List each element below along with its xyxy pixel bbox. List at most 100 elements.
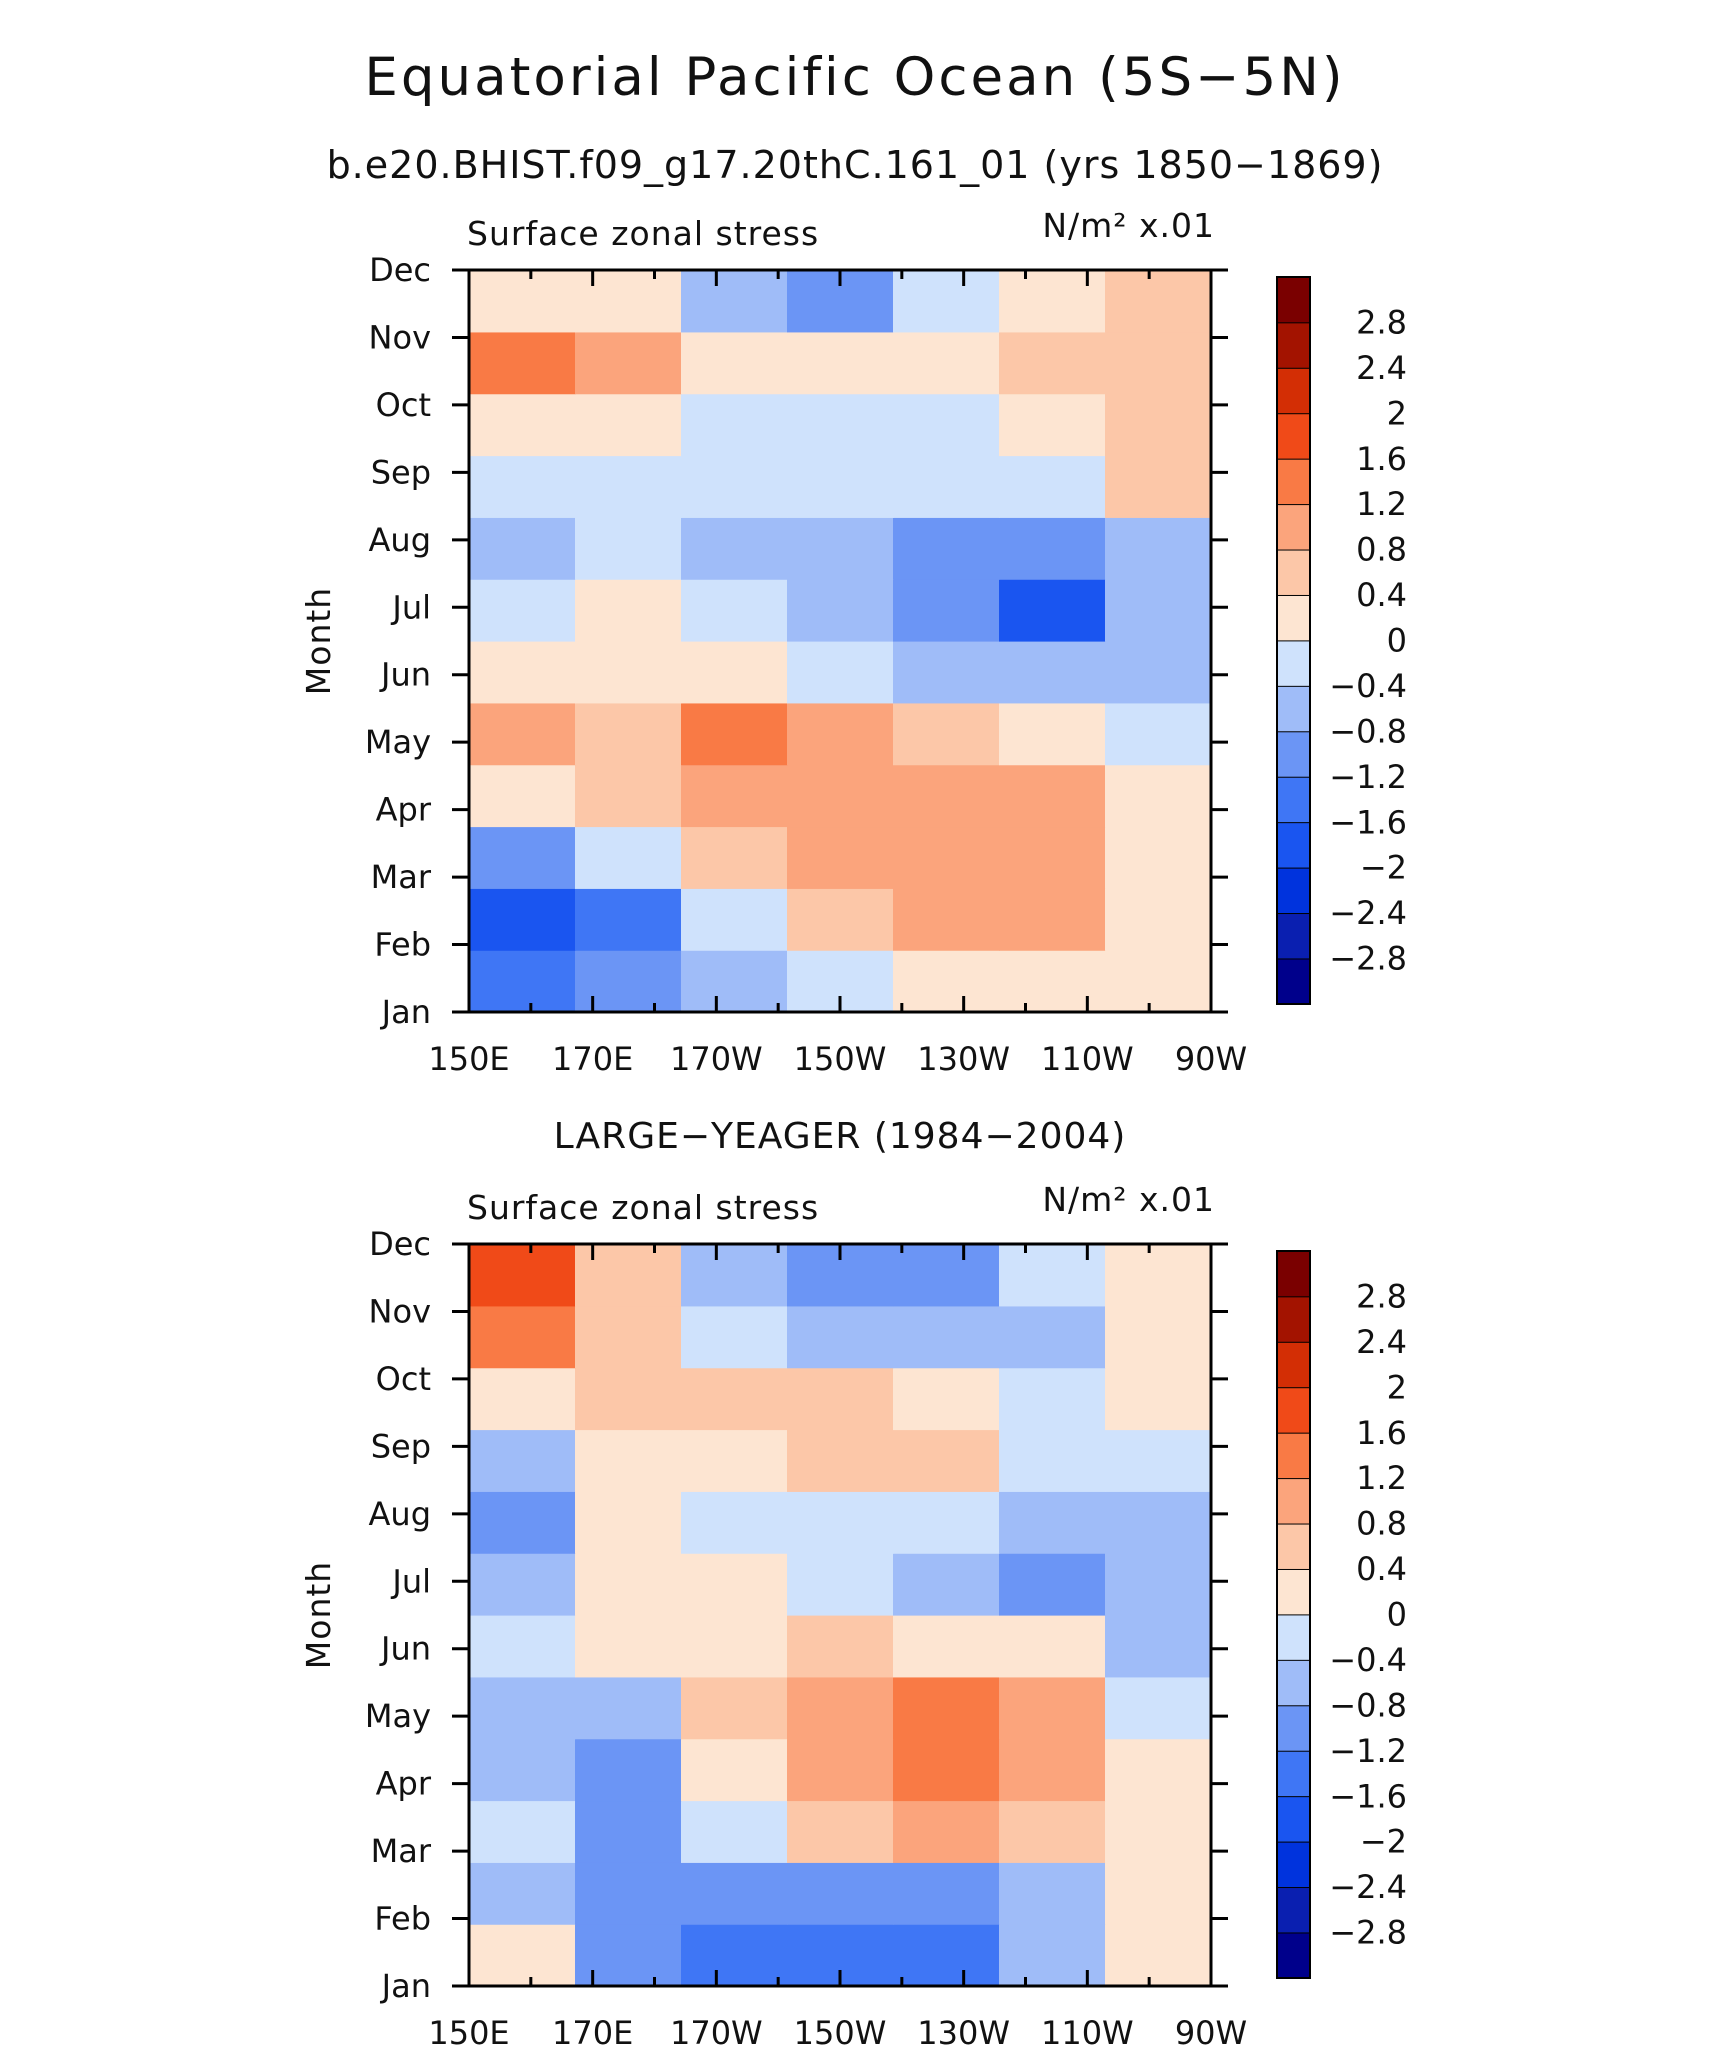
heatmap-cell	[999, 1862, 1106, 1925]
y-tick-label: Oct	[376, 386, 431, 424]
heatmap-cell	[893, 764, 1000, 828]
colorbar-swatch	[1276, 1841, 1311, 1889]
heatmap-cell	[681, 1553, 788, 1616]
heatmap-cell	[681, 1800, 788, 1863]
heatmap-cell	[575, 1491, 682, 1554]
heatmap-cell	[787, 641, 894, 704]
heatmap-cell	[893, 1244, 1000, 1307]
heatmap-cell	[469, 1924, 576, 1987]
heatmap-cell	[469, 331, 576, 395]
colorbar-swatch	[1276, 1614, 1311, 1661]
heatmap-cell	[893, 1367, 1000, 1431]
x-tick-label: 150W	[794, 2014, 887, 2052]
heatmap-cell	[681, 517, 788, 580]
y-tick-label: Jan	[380, 993, 431, 1031]
heatmap-cell	[787, 888, 894, 951]
colorbar-label: 0	[1387, 622, 1407, 660]
heatmap-cell	[469, 1676, 576, 1740]
colorbar-swatch	[1276, 1795, 1311, 1843]
heatmap-cell	[787, 517, 894, 580]
colorbar-swatch	[1276, 912, 1311, 960]
heatmap-cell	[575, 888, 682, 951]
heatmap-cell	[1105, 641, 1212, 704]
heatmap-cell	[469, 455, 576, 518]
y-tick-label: Jun	[379, 1630, 431, 1668]
heatmap-cell	[999, 1367, 1106, 1431]
colorbar-label: 1.2	[1356, 485, 1407, 523]
heatmap-cell	[681, 764, 788, 828]
colorbar-label: −2	[1360, 849, 1407, 887]
heatmap-cell	[787, 1738, 894, 1802]
colorbar-label: −2.8	[1329, 940, 1407, 978]
heatmap-cell	[681, 950, 788, 1013]
x-tick-label: 170W	[670, 2014, 763, 2052]
colorbar-label: −2.4	[1329, 1868, 1407, 1906]
heatmap-cell	[469, 888, 576, 951]
figure-title: Equatorial Pacific Ocean (5S−5N)	[364, 47, 1345, 108]
heatmap-cell	[787, 1305, 894, 1369]
heatmap-cell	[575, 1305, 682, 1369]
colorbar-label: 0.4	[1356, 576, 1407, 614]
heatmap-cell	[999, 1738, 1106, 1802]
heatmap-cell	[575, 331, 682, 395]
heatmap-cell	[575, 1862, 682, 1925]
colorbar-swatch	[1276, 640, 1311, 687]
y-tick-label: May	[365, 723, 431, 761]
heatmap-cell	[1105, 702, 1212, 766]
heatmap-cell	[999, 517, 1106, 580]
heatmap-cell	[469, 641, 576, 704]
heatmap-cell	[469, 702, 576, 766]
heatmap-cell	[787, 702, 894, 766]
heatmap-cell	[681, 1491, 788, 1554]
heatmap-cell	[575, 950, 682, 1013]
heatmap-cell	[1105, 888, 1212, 951]
heatmap-cell	[681, 455, 788, 518]
panel-observations: LARGE−YEAGER (1984−2004) 150E 170E 170W 150…	[299, 1116, 1407, 2052]
y-tick-label: Nov	[369, 318, 431, 356]
y-tick-label: Feb	[374, 1900, 431, 1938]
axis-ticks: 150E 170E 170W 150W 130W 110W 90W Jan Feb Mar Apr M…	[365, 1225, 1247, 2052]
colorbar-swatch	[1276, 549, 1311, 596]
heatmap-cell	[469, 1244, 576, 1307]
colorbar-swatch	[1276, 1523, 1311, 1570]
heatmap-cell	[1105, 1800, 1212, 1863]
heatmap-cell	[893, 331, 1000, 395]
heatmap-cell	[575, 1676, 682, 1740]
heatmap-cell	[575, 702, 682, 766]
heatmap-cell	[1105, 455, 1212, 518]
y-tick-label: Mar	[371, 858, 432, 896]
colorbar-label: −2	[1360, 1823, 1407, 1861]
x-tick-label: 170E	[552, 1040, 633, 1078]
heatmap-cell	[1105, 1676, 1212, 1740]
colorbar-swatch	[1276, 1295, 1311, 1343]
heatmap-cell	[999, 641, 1106, 704]
heatmap-cell	[787, 1429, 894, 1492]
colorbar-label: 2.8	[1356, 1277, 1407, 1315]
colorbar-frame	[1276, 1250, 1311, 1979]
heatmap-cell	[575, 764, 682, 828]
y-tick-label: Jul	[390, 1562, 431, 1600]
x-tick-label: 170E	[552, 2014, 633, 2052]
heatmap-cell	[681, 1615, 788, 1678]
y-tick-label: Mar	[371, 1832, 432, 1870]
colorbar-swatch	[1276, 1659, 1311, 1707]
heatmap-cell	[787, 579, 894, 642]
colorbar-label: 2	[1387, 1368, 1407, 1406]
x-tick-label: 90W	[1175, 2014, 1247, 2052]
heatmap-cell	[469, 270, 576, 333]
heatmap-cell	[893, 641, 1000, 704]
heatmap-cell	[999, 1429, 1106, 1492]
x-tick-label: 90W	[1175, 1040, 1247, 1078]
heatmap-cell	[893, 888, 1000, 951]
heatmap-cell	[893, 1491, 1000, 1554]
y-tick-label: Oct	[376, 1360, 431, 1398]
heatmap-cell	[893, 455, 1000, 518]
colorbar-swatch	[1276, 1432, 1311, 1480]
heatmap-cell	[999, 888, 1106, 951]
heatmap-cell	[893, 1676, 1000, 1740]
heatmap-cell	[787, 764, 894, 828]
heatmap-cell	[893, 1862, 1000, 1925]
heatmap-cell	[893, 579, 1000, 642]
heatmap-cell	[681, 579, 788, 642]
